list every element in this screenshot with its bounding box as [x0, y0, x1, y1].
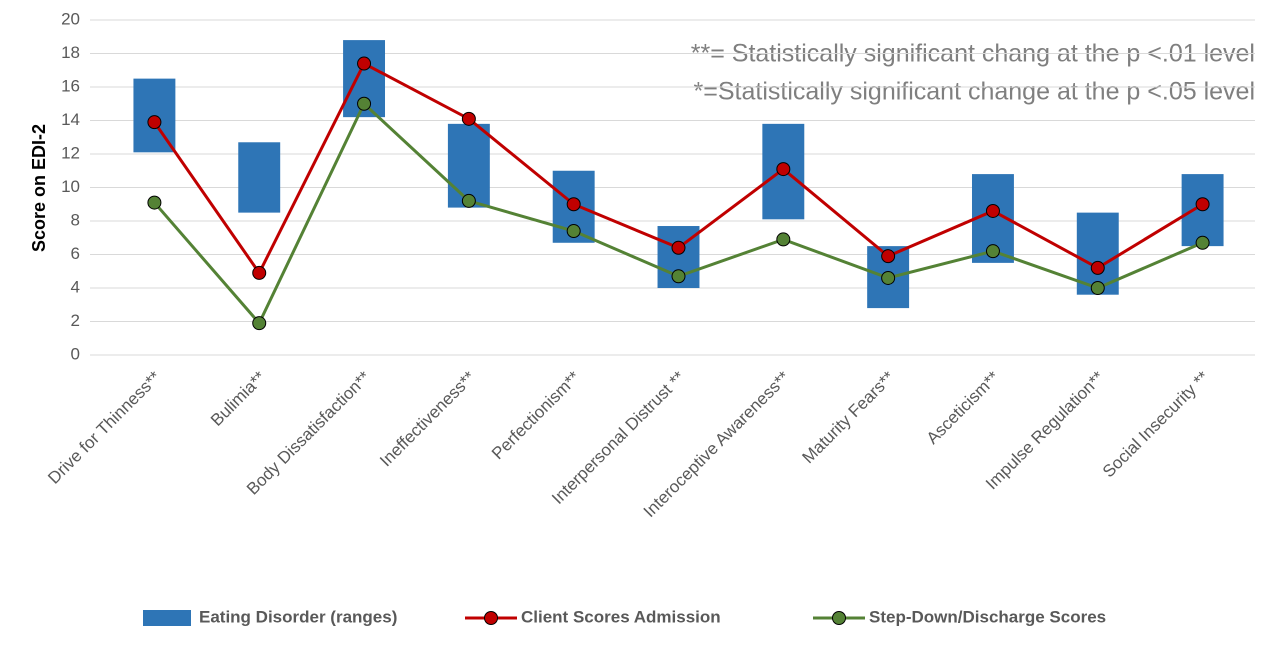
marker	[357, 96, 372, 111]
marker	[566, 224, 581, 239]
x-tick-label: Perfectionism**	[488, 367, 584, 463]
marker	[881, 249, 896, 264]
marker	[776, 232, 791, 247]
legend-label: Step-Down/Discharge Scores	[869, 607, 1106, 626]
y-tick-label: 2	[71, 311, 80, 330]
y-tick-label: 16	[61, 76, 80, 95]
range-bar	[447, 123, 490, 208]
y-tick-label: 14	[61, 110, 80, 129]
x-tick-label: Drive for Thinness**	[44, 367, 164, 487]
x-tick-label: Bulimia**	[207, 367, 269, 429]
marker	[461, 193, 476, 208]
legend-swatch	[143, 610, 191, 626]
y-tick-label: 18	[61, 43, 80, 62]
x-tick-label: Social Insecurity **	[1099, 367, 1213, 481]
marker	[671, 269, 686, 284]
legend-label: Client Scores Admission	[521, 607, 721, 626]
marker	[1090, 281, 1105, 295]
line	[153, 101, 1204, 326]
marker	[1195, 235, 1210, 250]
x-tick-label: Asceticism**	[923, 367, 1004, 448]
y-tick-label: 6	[71, 244, 80, 263]
y-tick-label: 8	[71, 210, 80, 229]
y-tick-label: 12	[61, 143, 80, 162]
marker	[1195, 197, 1210, 212]
marker	[985, 244, 1000, 259]
legend-marker	[832, 611, 846, 625]
x-tick-label: Impulse Regulation**	[982, 367, 1108, 493]
marker	[1090, 260, 1105, 275]
y-tick-label: 20	[61, 9, 80, 28]
marker	[671, 240, 686, 255]
marker	[357, 56, 372, 71]
marker	[776, 162, 791, 177]
marker	[147, 195, 162, 210]
y-axis-label: Score on EDI-2	[29, 124, 49, 252]
y-tick-label: 10	[61, 177, 80, 196]
marker	[252, 265, 267, 280]
marker	[881, 270, 896, 285]
y-tick-label: 4	[71, 277, 80, 296]
legend-marker	[484, 611, 498, 625]
marker	[461, 111, 476, 126]
marker	[252, 316, 267, 331]
legend-label: Eating Disorder (ranges)	[199, 607, 397, 626]
marker	[985, 203, 1000, 218]
marker	[147, 115, 162, 130]
marker	[566, 197, 581, 212]
y-tick-label: 0	[71, 344, 80, 363]
annotation: *=Statistically significant change at th…	[694, 78, 1255, 106]
x-tick-label: Maturity Fears**	[799, 367, 899, 467]
range-bar	[238, 142, 281, 213]
x-tick-label: Ineffectiveness**	[376, 367, 479, 470]
